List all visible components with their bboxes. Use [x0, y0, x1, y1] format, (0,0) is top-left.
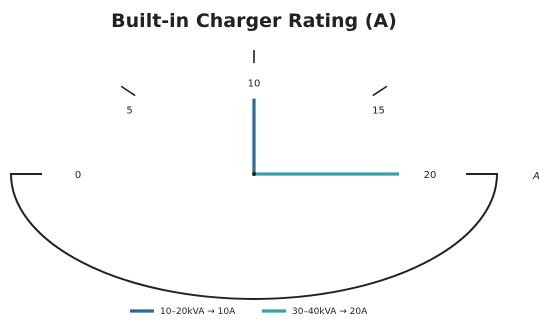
- tick-label-2: 10: [248, 78, 261, 89]
- chart-title: Built-in Charger Rating (A): [111, 10, 397, 32]
- tick-mark-3: [372, 85, 388, 97]
- gauge-dial-outline: [9, 173, 499, 300]
- tick-label-3: 15: [372, 105, 385, 116]
- gauge-needles: [252, 98, 399, 176]
- gauge-pivot: [252, 172, 256, 176]
- legend-label-1: 30–40kVA → 20A: [292, 307, 368, 317]
- tick-label-4: 20: [424, 170, 437, 181]
- unit-label: A: [532, 171, 539, 182]
- tick-label-1: 5: [126, 105, 132, 116]
- tick-label-0: 0: [75, 170, 81, 181]
- legend-label-0: 10–20kVA → 10A: [160, 307, 236, 317]
- legend: 10–20kVA → 10A 30–40kVA → 20A: [130, 307, 368, 317]
- gauge-ticks: 0 5 10 15 20: [75, 49, 437, 181]
- tick-mark-1: [120, 85, 136, 97]
